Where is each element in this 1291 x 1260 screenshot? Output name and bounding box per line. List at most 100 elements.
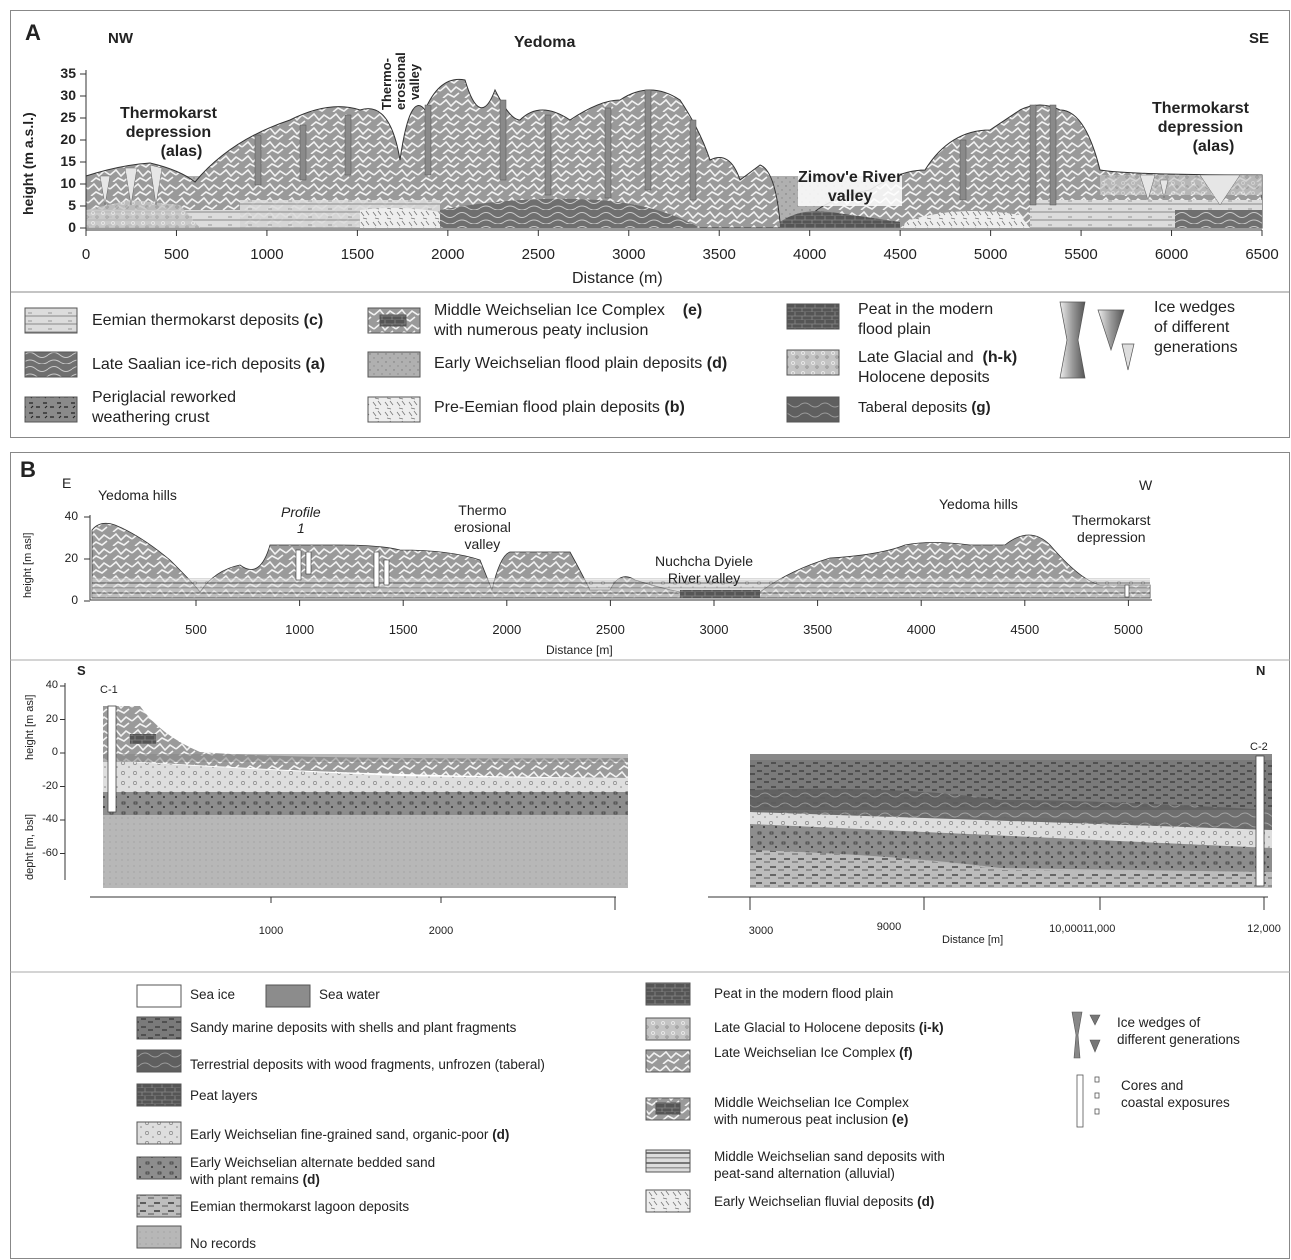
legend-b-peat-flood: Peat in the modern flood plain [714,986,894,1001]
a-xtick-label: 500 [163,246,189,263]
legend-b-sea-ice: Sea ice [190,987,236,1002]
a-ytick-label: 30 [60,87,76,103]
legend-a-eemian: Eemian thermokarst deposits (c) [92,312,324,329]
c-xtick-label: 3000 [748,925,774,937]
legend-b-lagoon: Eemian thermokarst lagoon deposits [190,1199,410,1214]
b-xtick-label: 4000 [906,622,936,637]
label-thermokarst-left: Thermokarst depression (alas) [120,105,217,160]
a-ytick-label: 5 [68,197,76,213]
core-c1-label: C-1 [100,684,118,696]
b-xtick-label: 5000 [1113,622,1143,637]
legend-a-taberal: Taberal deposits (g) [858,399,991,416]
legend-a-holocene: Late Glacial and (h-k) Holocene deposits [858,349,1018,386]
c-ytick-label: -20 [42,779,58,792]
a-xtick-label: 0 [81,246,91,263]
c-xtick-label: 2000 [428,925,454,937]
a-xtick-label: 4000 [793,246,827,263]
legend-b-swatches [136,982,691,1249]
a-xtick-label: 3500 [702,246,736,263]
b-xtick-label: 3500 [803,622,833,637]
c-ytick-label: -40 [42,813,58,825]
a-xtick-label: 4500 [883,246,917,263]
legend-b-marine: Sandy marine deposits with shells and pl… [190,1020,517,1035]
legend-b-mw-sand: Middle Weichselian sand deposits with pea… [714,1149,945,1181]
legend-a-mw-ice-complex: Middle Weichselian Ice Complex (e) with n… [434,302,703,339]
panel-b-letter: B [20,457,36,482]
legend-b-wedges [1071,1011,1101,1059]
panel-b-axes [84,515,1152,606]
panel-a-axes [80,70,1263,236]
panel-a-dir-left: NW [108,30,133,47]
panel-c-ylabel-top: height [m asl] [24,694,36,760]
a-xtick-label: 6000 [1154,246,1189,263]
panel-c-dir-right: N [1256,663,1266,678]
label-thermokarst-right: Thermokarst depression (alas) [1152,100,1249,155]
label-thermo-valley: Thermo- erosional valley [379,52,422,110]
a-ytick-label: 10 [60,175,76,191]
a-xtick-label: 2000 [431,246,465,263]
b-xtick-label: 3000 [699,622,729,637]
label-yedoma-hills-right: Yedoma hills [939,496,1018,512]
legend-b-mw-ice-complex: Middle Weichselian Ice Complex with numer… [714,1095,909,1127]
c-xtick-label: 10,000 [1049,923,1083,935]
panel-a-title: Yedoma [514,34,576,51]
legend-b-cores: Cores and coastal exposures [1121,1078,1230,1110]
legend-b-lw-ice-complex: Late Weichselian Ice Complex (f) [714,1045,913,1060]
core-c2-label: C-2 [1250,741,1268,753]
panel-a-letter: A [25,20,41,45]
legend-a-peat: Peat in the modern flood plain [858,301,994,338]
panel-a-dir-right: SE [1249,30,1270,47]
legend-b-late-glacial: Late Glacial to Holocene deposits (i-k) [714,1020,944,1035]
legend-a-wedges [1059,301,1135,379]
a-xtick-label: 2500 [521,246,555,263]
label-profile: Profile 1 [281,504,321,536]
a-xtick-label: 5500 [1064,246,1098,263]
a-ytick-label: 15 [60,153,76,169]
b-ytick-label: 0 [71,593,78,607]
legend-a-saalian: Late Saalian ice-rich deposits (a) [92,356,326,373]
b-xtick-label: 1000 [285,622,315,637]
panel-b-dir-left: E [62,475,72,491]
b-xtick-label: 2500 [595,622,625,637]
legend-a-swatches [24,303,840,423]
b-xtick-label: 2000 [492,622,522,637]
b-xtick-label: 1500 [388,622,418,637]
a-xtick-label: 6500 [1245,246,1279,263]
b-xtick-label: 500 [185,622,207,637]
panel-b-ylabel: height [m asl] [22,532,34,598]
legend-b-ew-bedded-sand: Early Weichselian alternate bedded sand w… [190,1155,436,1187]
legend-b-peat-layers: Peat layers [190,1088,258,1103]
label-thermo-erosional-valley: Thermo erosional valley [454,502,511,552]
c-xtick-label: 12,000 [1247,923,1281,935]
panel-a-ylabel: height (m a.s.l.) [20,112,36,215]
panel-b-xlabel: Distance [m] [546,643,613,657]
panel-c-axes [60,683,1268,910]
a-xtick-label: 5000 [973,246,1008,263]
legend-a-crust: Periglacial reworked weathering crust [92,389,237,426]
b-ytick-label: 40 [64,509,78,523]
a-xtick-label: 1000 [250,246,284,263]
c-ytick-label: 20 [45,712,58,725]
legend-b-sea-water: Sea water [319,987,380,1002]
panel-a-section [85,78,1263,229]
legend-a-ice-wedges: Ice wedges of different generations [1154,299,1238,356]
panel-a-xlabel: Distance (m) [572,270,663,287]
panel-c-dir-left: S [77,663,86,678]
c-ytick-label: 40 [45,679,58,691]
a-xtick-label: 3000 [612,246,646,263]
a-ytick-label: 20 [60,131,76,147]
legend-b-terrestrial: Terrestrial deposits with wood fragments… [190,1057,545,1072]
legend-b-ice-wedges: Ice wedges of different generations [1117,1015,1240,1047]
a-ytick-label: 25 [60,109,76,125]
b-ytick-label: 20 [64,551,78,565]
c-ytick-label: 0 [51,746,58,758]
label-yedoma-hills-left: Yedoma hills [98,487,177,503]
label-nuchcha: Nuchcha Dyiele River valley [655,553,754,586]
panel-c-ylabel-bottom: depht [m, bsl] [24,813,36,880]
legend-b-no-records: No records [190,1236,257,1251]
panel-b-section [91,522,1151,599]
legend-a-pre-eemian: Pre-Eemian flood plain deposits (b) [434,399,685,416]
panel-c-right [750,754,1272,888]
a-ytick-label: 0 [68,219,76,235]
